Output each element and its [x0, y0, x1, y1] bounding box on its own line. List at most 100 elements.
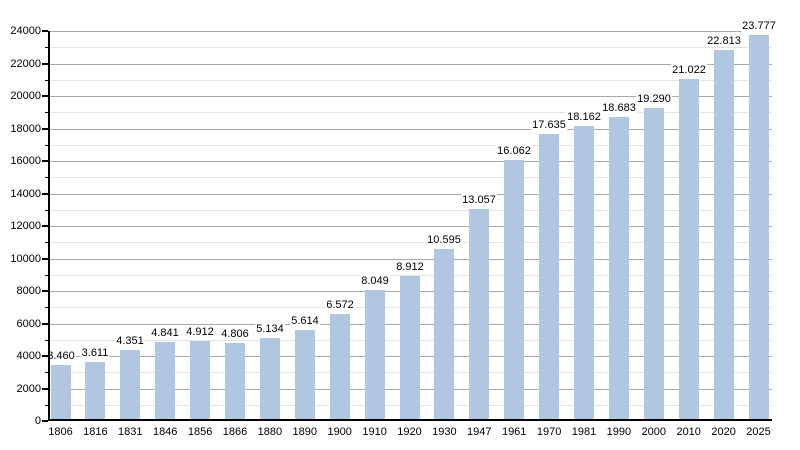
bar-value-label: 3.611 — [80, 347, 110, 359]
plot-area: 3.460 3.611 4.351 4.841 4.912 4.806 5.134 5.614… — [42, 20, 777, 422]
y-axis-minor-tick — [45, 372, 48, 373]
bar-value-label: 22.813 — [706, 35, 742, 47]
x-axis-tick-label: 1846 — [152, 426, 178, 438]
bar-value-label: 21.022 — [671, 64, 707, 76]
y-axis-minor-tick — [45, 47, 48, 48]
x-axis-tick-label: 1816 — [83, 426, 108, 438]
y-axis-major-tick — [42, 290, 48, 292]
y-axis-tick-label: 14000 — [10, 187, 41, 200]
bar-value-label: 5.134 — [255, 323, 285, 335]
y-axis-tick-label: 4000 — [16, 350, 41, 362]
y-axis-line — [48, 31, 50, 421]
x-axis-tick-label: 1856 — [187, 426, 213, 438]
y-axis-tick-label: 18000 — [10, 122, 41, 135]
x-axis-tick-label: 1920 — [397, 426, 422, 438]
bar-2025 — [749, 35, 769, 421]
y-axis-minor-tick — [45, 112, 48, 113]
bar-1920 — [400, 276, 420, 421]
bar-2010 — [679, 79, 699, 421]
x-axis-tick-label: 1806 — [48, 426, 73, 438]
x-axis-tick-label: 1970 — [536, 426, 562, 438]
minor-gridline — [48, 47, 772, 48]
y-axis-minor-tick — [45, 275, 48, 276]
x-axis-tick-label: 1890 — [292, 426, 318, 438]
minor-gridline — [48, 112, 772, 113]
y-axis-tick-label: 16000 — [10, 155, 41, 167]
bar-1990 — [609, 117, 629, 421]
y-axis-major-tick — [42, 160, 48, 162]
x-axis-tick-label: 1866 — [222, 426, 248, 438]
y-axis-minor-tick — [45, 177, 48, 178]
y-axis-tick-label: 24000 — [10, 25, 41, 37]
y-axis-major-tick — [42, 420, 48, 422]
major-gridline — [48, 31, 772, 32]
y-axis-minor-tick — [45, 340, 48, 341]
bar-1880 — [260, 338, 280, 421]
bar-1890 — [295, 330, 315, 421]
bar-1816 — [85, 362, 105, 421]
y-axis-minor-tick — [45, 80, 48, 81]
minor-gridline — [48, 145, 772, 146]
y-axis-major-tick — [42, 258, 48, 260]
bar-1981 — [574, 126, 594, 421]
x-axis-tick-label: 1880 — [257, 426, 283, 438]
bar-1806 — [51, 365, 71, 421]
y-axis-major-tick — [42, 323, 48, 325]
y-axis-minor-tick — [45, 210, 48, 211]
bar-1970 — [539, 134, 559, 421]
bar-value-label: 4.351 — [115, 335, 145, 347]
bar-1866 — [225, 343, 245, 421]
y-axis-minor-tick — [45, 405, 48, 406]
bar-value-label: 13.057 — [461, 194, 497, 206]
bar-value-label: 4.806 — [220, 328, 250, 340]
y-axis-tick-label: 6000 — [16, 317, 41, 330]
y-axis-tick-label: 12000 — [10, 220, 41, 232]
y-axis-major-tick — [42, 128, 48, 130]
bar-value-label: 5.614 — [290, 315, 320, 327]
minor-gridline — [48, 177, 772, 178]
bar-2020 — [714, 50, 734, 421]
y-axis-tick-label: 8000 — [16, 285, 41, 297]
x-axis-tick-label: 1947 — [467, 426, 492, 438]
bar-value-label: 4.912 — [185, 326, 215, 338]
x-axis-tick-label: 1900 — [327, 426, 352, 438]
y-axis-tick-label: 20000 — [10, 90, 41, 102]
bar-value-label: 23.777 — [741, 20, 777, 32]
y-axis-minor-tick — [45, 145, 48, 146]
bar-value-label: 4.841 — [150, 327, 180, 339]
bar-1900 — [330, 314, 350, 421]
bar-value-label: 17.635 — [531, 119, 567, 131]
bar-1910 — [365, 290, 385, 421]
major-gridline — [48, 64, 772, 65]
major-gridline — [48, 194, 772, 195]
bar-value-label: 18.683 — [601, 102, 637, 114]
x-axis-tick-label: 2025 — [746, 426, 771, 438]
y-axis-major-tick — [42, 63, 48, 65]
bar-value-label: 18.162 — [566, 111, 602, 123]
x-axis-tick-label: 1910 — [362, 426, 387, 438]
x-axis-tick-label: 1981 — [571, 426, 597, 438]
y-axis-major-tick — [42, 95, 48, 97]
x-axis-tick-label: 2010 — [676, 426, 701, 438]
y-axis-major-tick — [42, 193, 48, 195]
minor-gridline — [48, 80, 772, 81]
y-axis-tick-label: 2000 — [16, 382, 41, 395]
major-gridline — [48, 161, 772, 162]
minor-gridline — [48, 210, 772, 211]
x-axis-tick-label: 1961 — [501, 426, 527, 438]
major-gridline — [48, 96, 772, 97]
y-axis-tick-label: 10000 — [10, 252, 41, 265]
y-axis-major-tick — [42, 30, 48, 32]
bar-2000 — [644, 108, 664, 421]
bar-1831 — [120, 350, 140, 421]
y-axis-major-tick — [42, 225, 48, 227]
bar-value-label: 8.912 — [395, 261, 425, 273]
bar-1947 — [469, 209, 489, 421]
minor-gridline — [48, 242, 772, 243]
bar-value-label: 3.460 — [46, 350, 76, 362]
bar-value-label: 10.595 — [426, 234, 462, 246]
major-gridline — [48, 129, 772, 130]
major-gridline — [48, 226, 772, 227]
bar-value-label: 16.062 — [496, 145, 532, 157]
bar-1846 — [155, 342, 175, 421]
